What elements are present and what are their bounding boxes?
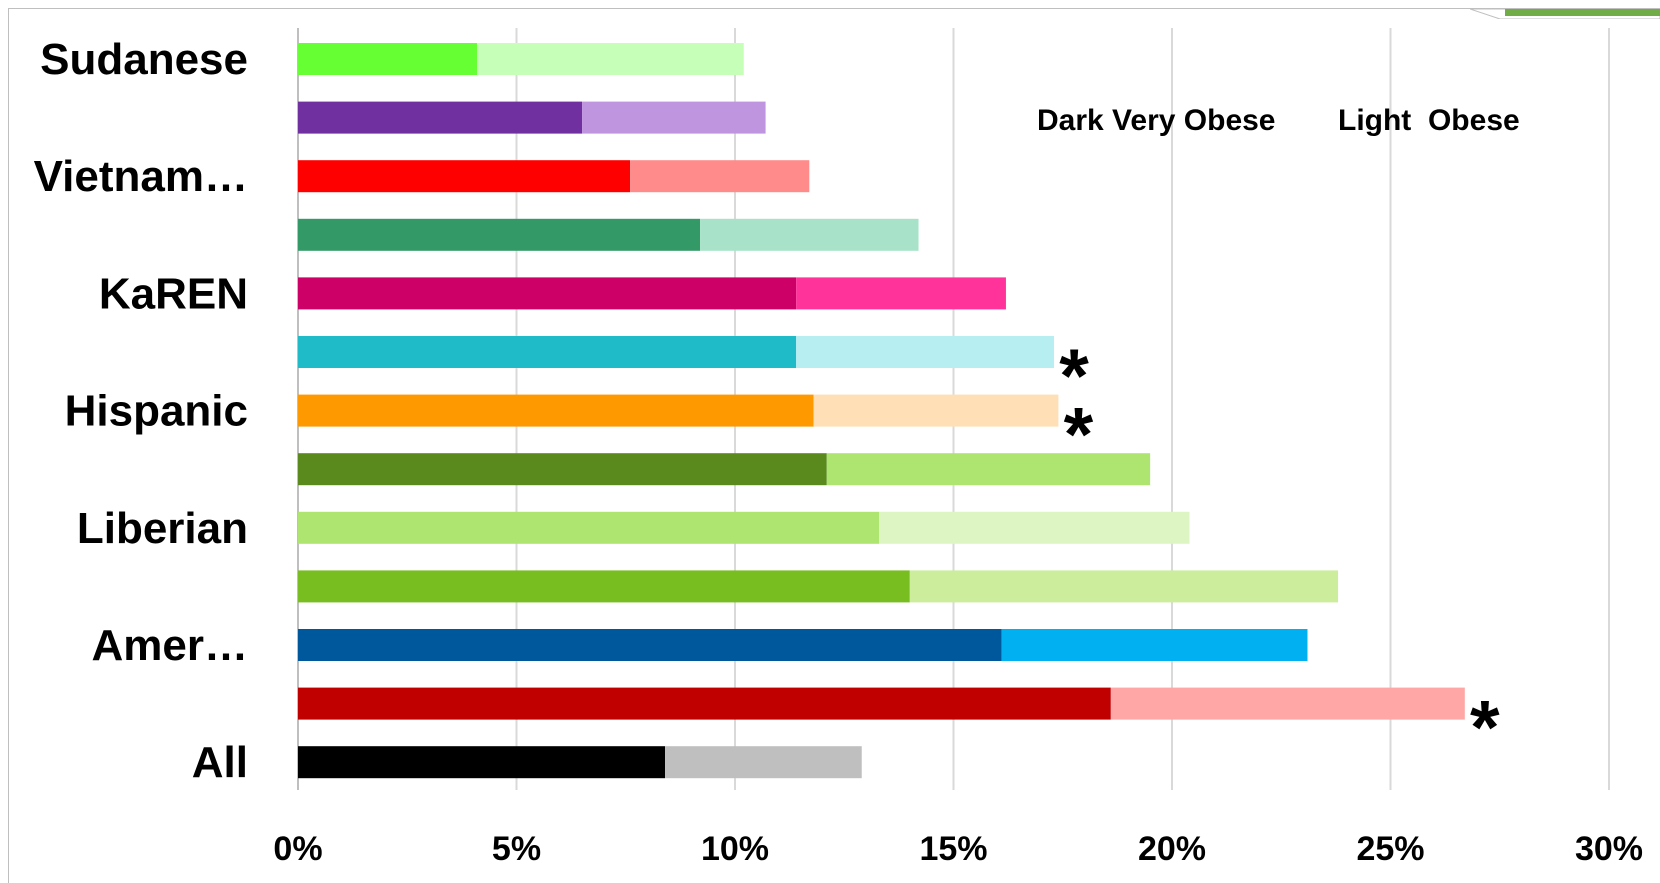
category-label: KaREN	[99, 269, 248, 318]
bar-very-obese	[298, 277, 797, 310]
chart-frame	[8, 8, 1660, 883]
category-label: Sudanese	[40, 35, 248, 84]
category-label: Amer…	[92, 621, 249, 670]
x-tick-label: 30%	[1575, 830, 1643, 868]
category-label: Liberian	[77, 504, 248, 553]
bar-very-obese	[298, 160, 631, 193]
bar-obese	[1110, 687, 1465, 720]
bar-very-obese	[298, 511, 880, 544]
category-label: All	[192, 738, 248, 787]
legend-light-label: Light Obese	[1338, 104, 1520, 137]
legend-dark-label: Dark Very Obese	[1037, 104, 1276, 137]
bar-obese	[477, 43, 744, 75]
bar-obese	[879, 511, 1190, 544]
x-tick-labels: 0% 5% 10% 15% 20% 25% 30%	[273, 830, 1643, 868]
x-tick-label: 25%	[1356, 830, 1424, 868]
significance-marker: *	[1470, 686, 1500, 771]
significance-marker: *	[1064, 393, 1094, 478]
bar-obese	[796, 336, 1055, 368]
bar-very-obese	[298, 746, 666, 779]
category-label: Vietnam…	[34, 152, 248, 201]
bar-obese	[813, 394, 1059, 427]
bar-very-obese	[298, 394, 814, 427]
bar-very-obese	[298, 629, 1002, 661]
bar-obese	[700, 218, 919, 251]
category-labels: Sudanese Vietnam… KaREN Hispanic Liberian Ame…	[34, 35, 248, 787]
x-tick-label: 0%	[273, 830, 322, 868]
x-tick-label: 15%	[919, 830, 987, 868]
bar-obese	[582, 101, 766, 134]
bar-very-obese	[298, 336, 797, 368]
bar-obese	[665, 746, 862, 779]
legend: Dark Very Obese Light Obese	[1037, 104, 1520, 137]
x-tick-label: 20%	[1138, 830, 1206, 868]
category-label: Hispanic	[65, 387, 248, 436]
bar-obese	[796, 277, 1006, 310]
x-tick-label: 5%	[492, 830, 541, 868]
bar-very-obese	[298, 687, 1111, 720]
x-tick-label: 10%	[701, 830, 769, 868]
bar-obese	[1001, 629, 1308, 661]
bar-very-obese	[298, 218, 701, 251]
significance-marker: *	[1059, 334, 1089, 419]
bar-very-obese	[298, 43, 478, 75]
bar-obese	[826, 453, 1151, 486]
bar-obese	[630, 160, 810, 193]
bar-very-obese	[298, 570, 910, 603]
bar-very-obese	[298, 453, 827, 486]
bar-very-obese	[298, 101, 583, 134]
bar-obese	[909, 570, 1339, 603]
corner-decoration	[1470, 9, 1660, 19]
bars	[298, 43, 1465, 779]
significance-markers: ***	[1059, 334, 1500, 771]
